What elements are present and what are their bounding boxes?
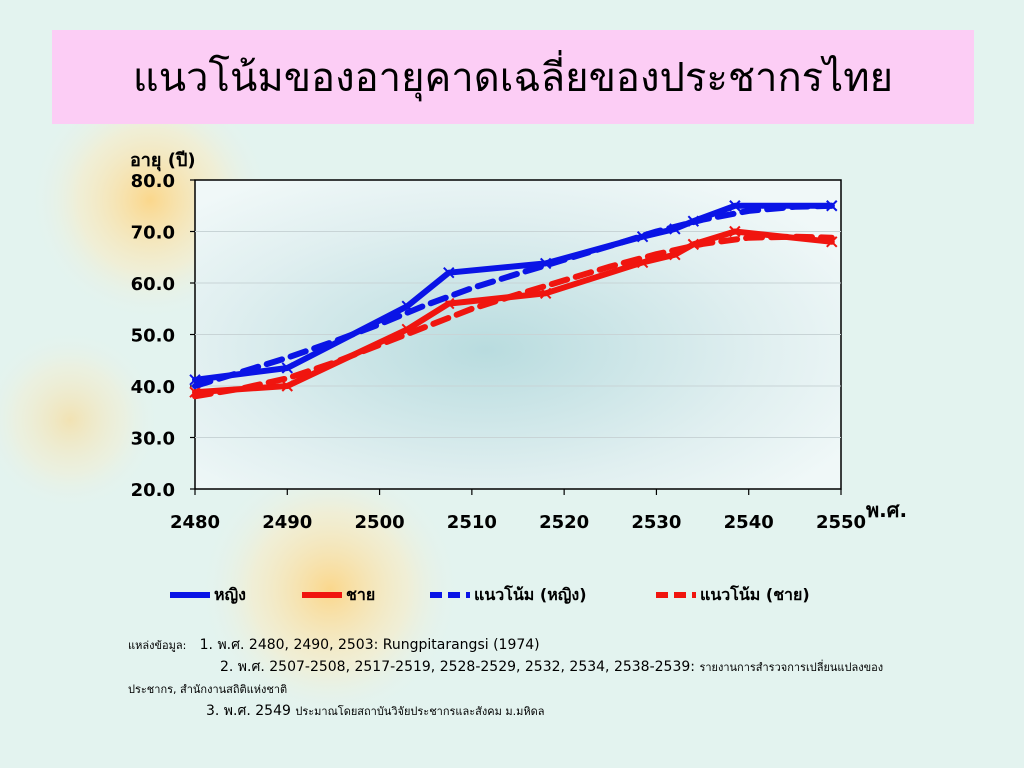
legend-item-male-trend: แนวโน้ม (ชาย): [654, 582, 810, 608]
x-tick-label: 2540: [724, 512, 774, 533]
legend-label-female-trend: แนวโน้ม (หญิง): [474, 584, 587, 604]
source-line-4: 3. พ.ศ. 2549 ประมาณโดยสถาบันวิจัยประชากร…: [206, 700, 544, 723]
y-tick-label: 80.0: [131, 171, 175, 192]
legend-label-female: หญิง: [214, 584, 246, 604]
legend-swatch-female: [170, 592, 210, 598]
page-title: แนวโน้มของอายุคาดเฉลี่ยของประชากรไทย: [132, 55, 894, 101]
y-tick-label: 60.0: [131, 274, 175, 295]
legend-swatch-male-trend: [656, 592, 696, 598]
source-item-3-num: 3. พ.ศ. 2549: [206, 703, 291, 719]
legend-item-male: ชาย: [300, 582, 375, 608]
x-tick-label: 2500: [355, 512, 405, 533]
legend-swatch-female-trend: [430, 592, 470, 598]
source-item-2: 2. พ.ศ. 2507-2508, 2517-2519, 2528-2529,…: [220, 659, 695, 675]
legend-swatch-male: [302, 592, 342, 598]
legend-label-male: ชาย: [346, 584, 376, 604]
source-line-1: แหล่งข้อมูล: 1. พ.ศ. 2480, 2490, 2503: R…: [128, 634, 540, 657]
data-point-1: [729, 225, 741, 238]
x-tick-label: 2490: [262, 512, 312, 533]
source-heading: แหล่งข้อมูล:: [128, 639, 187, 652]
series-line-2: [192, 202, 835, 389]
y-tick-label: 40.0: [131, 377, 175, 398]
x-tick-label: 2480: [170, 512, 220, 533]
chart-legend: หญิง ชาย แนวโน้ม (หญิง) แนวโน้ม (ชาย): [0, 582, 1024, 608]
source-item-1: 1. พ.ศ. 2480, 2490, 2503: Rungpitarangsi…: [199, 637, 540, 653]
source-line-3: ประชากร, สำนักงานสถิติแห่งชาติ: [128, 678, 287, 701]
source-line-2: 2. พ.ศ. 2507-2508, 2517-2519, 2528-2529,…: [220, 656, 883, 679]
title-banner: แนวโน้มของอายุคาดเฉลี่ยของประชากรไทย: [52, 30, 974, 124]
x-tick-label: 2520: [539, 512, 589, 533]
x-tick-label: 2530: [631, 512, 681, 533]
y-tick-label: 20.0: [131, 480, 175, 501]
x-tick-label: 2510: [447, 512, 497, 533]
source-item-2-tail: รายงานการสำรวจการเปลี่ยนแปลงของ: [699, 661, 884, 674]
x-tick-label: 2550: [816, 512, 866, 533]
y-tick-label: 50.0: [131, 326, 175, 347]
x-axis-label: พ.ศ.: [866, 498, 907, 522]
source-item-3-text: ประมาณโดยสถาบันวิจัยประชากรและสังคม ม.มห…: [295, 705, 545, 718]
series-line-3: [192, 233, 835, 400]
data-point-0: [729, 200, 741, 212]
y-axis-label: อายุ (ปี): [130, 150, 196, 172]
y-tick-label: 30.0: [131, 429, 175, 450]
data-point-0: [443, 266, 455, 279]
data-point-0: [281, 362, 293, 374]
y-tick-label: 70.0: [131, 223, 175, 244]
source-item-2-org: ประชากร, สำนักงานสถิติแห่งชาติ: [128, 683, 288, 696]
legend-item-female: หญิง: [168, 582, 246, 608]
legend-label-male-trend: แนวโน้ม (ชาย): [700, 584, 810, 604]
data-point-1: [281, 380, 293, 392]
legend-item-female-trend: แนวโน้ม (หญิง): [428, 582, 587, 608]
